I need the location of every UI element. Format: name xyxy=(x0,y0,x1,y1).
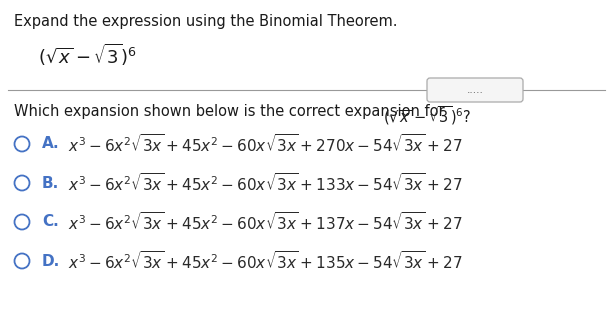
FancyBboxPatch shape xyxy=(427,78,523,102)
Text: $(\sqrt{x}-\sqrt{3})^{6}$: $(\sqrt{x}-\sqrt{3})^{6}$ xyxy=(38,42,137,68)
Text: $x^{3}-6x^{2}\sqrt{3x}+45x^{2}-60x\sqrt{3x}+133x-54\sqrt{3x}+27$: $x^{3}-6x^{2}\sqrt{3x}+45x^{2}-60x\sqrt{… xyxy=(68,172,463,194)
Text: Expand the expression using the Binomial Theorem.: Expand the expression using the Binomial… xyxy=(14,14,397,29)
Text: D.: D. xyxy=(42,253,60,268)
Text: .....: ..... xyxy=(466,85,484,95)
Text: C.: C. xyxy=(42,214,59,229)
Text: $x^{3}-6x^{2}\sqrt{3x}+45x^{2}-60x\sqrt{3x}+137x-54\sqrt{3x}+27$: $x^{3}-6x^{2}\sqrt{3x}+45x^{2}-60x\sqrt{… xyxy=(68,211,463,233)
Text: $(\sqrt{x}-\sqrt{3})^{6}$?: $(\sqrt{x}-\sqrt{3})^{6}$? xyxy=(383,104,471,127)
Text: B.: B. xyxy=(42,175,59,191)
Text: A.: A. xyxy=(42,136,59,152)
Text: $x^{3}-6x^{2}\sqrt{3x}+45x^{2}-60x\sqrt{3x}+270x-54\sqrt{3x}+27$: $x^{3}-6x^{2}\sqrt{3x}+45x^{2}-60x\sqrt{… xyxy=(68,133,463,155)
Text: $x^{3}-6x^{2}\sqrt{3x}+45x^{2}-60x\sqrt{3x}+135x-54\sqrt{3x}+27$: $x^{3}-6x^{2}\sqrt{3x}+45x^{2}-60x\sqrt{… xyxy=(68,250,463,272)
Text: Which expansion shown below is the correct expansion for: Which expansion shown below is the corre… xyxy=(14,104,449,119)
